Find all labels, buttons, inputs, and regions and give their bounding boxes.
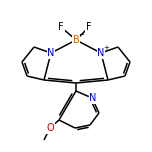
Text: F: F bbox=[86, 22, 92, 32]
Text: N: N bbox=[89, 93, 97, 103]
Text: N: N bbox=[47, 48, 55, 58]
Text: N: N bbox=[97, 48, 105, 58]
Text: −: − bbox=[78, 32, 84, 38]
Text: +: + bbox=[103, 45, 109, 51]
Text: O: O bbox=[46, 123, 54, 133]
Text: B: B bbox=[73, 35, 79, 45]
Text: F: F bbox=[58, 22, 64, 32]
